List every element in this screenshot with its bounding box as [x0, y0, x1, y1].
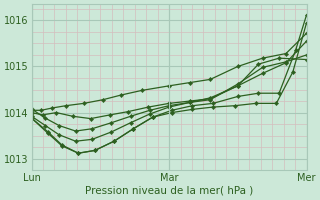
X-axis label: Pression niveau de la mer( hPa ): Pression niveau de la mer( hPa ) [85, 186, 253, 196]
